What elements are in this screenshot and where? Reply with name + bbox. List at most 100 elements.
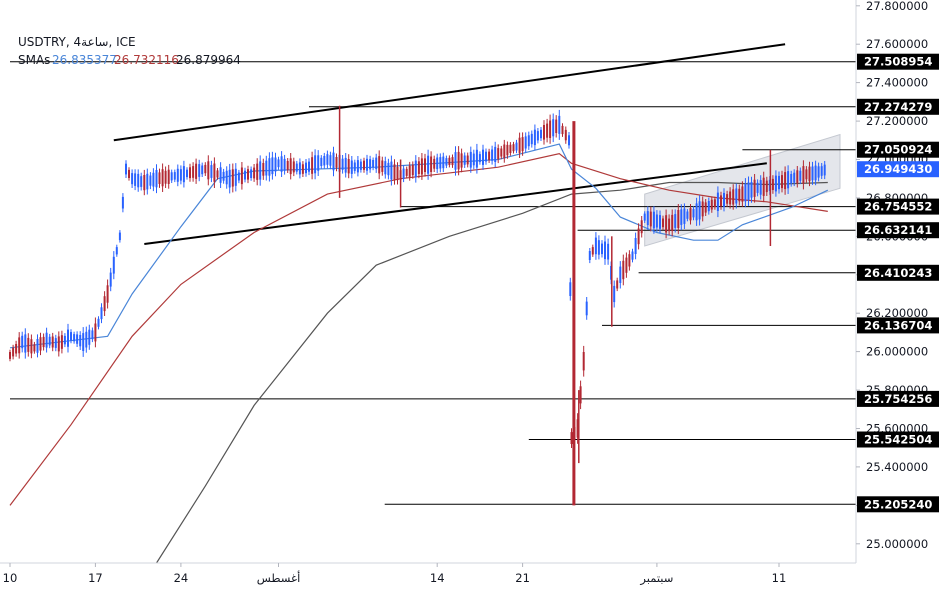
candle-body: [15, 344, 18, 354]
candle-body: [91, 330, 94, 340]
candle-body: [652, 211, 655, 229]
candle-body: [97, 318, 100, 327]
level-label-2: 27.050924: [864, 143, 932, 157]
candle-body: [222, 171, 225, 181]
candle-body: [247, 169, 249, 180]
candle-body: [283, 158, 286, 171]
candle-body: [723, 192, 725, 207]
horizontal-levels: [10, 61, 856, 505]
price-tick-label-14: 25.000000: [866, 537, 928, 551]
candle-body: [27, 337, 30, 352]
candle-body: [784, 172, 787, 190]
moving-averages: [9, 143, 829, 564]
level-label-bg-7: [857, 317, 939, 334]
candle-body: [271, 157, 274, 175]
candle-body: [350, 160, 353, 174]
candle-body: [604, 241, 606, 260]
candle-body: [192, 166, 195, 178]
candle-body: [405, 168, 408, 176]
candle-body: [689, 208, 692, 221]
candle-body: [207, 161, 210, 180]
candle-body: [305, 162, 307, 174]
candle-body: [320, 157, 323, 166]
candle-body: [594, 237, 597, 255]
candle-body: [189, 167, 191, 179]
candle-body: [665, 215, 668, 233]
candle-body: [323, 156, 326, 166]
level-label-10: 25.205240: [864, 497, 932, 511]
candle-body: [588, 251, 591, 260]
candle-body: [359, 161, 362, 170]
sma-fast-value: 26.835377: [52, 53, 117, 67]
level-label-bg-3: [857, 161, 939, 178]
candle-body: [781, 175, 783, 189]
trendline-0: [113, 43, 786, 142]
candle-body: [616, 280, 619, 289]
candle-body: [433, 158, 436, 169]
candle-body: [173, 172, 176, 180]
candle-body: [631, 251, 634, 260]
candle-body: [161, 169, 164, 187]
candle-body: [39, 337, 42, 351]
candle-body: [424, 158, 426, 172]
time-tick-label-2: 24: [174, 571, 189, 585]
level-label-bg-2: [857, 141, 939, 158]
level-label-6: 26.410243: [864, 266, 932, 280]
candle-body: [774, 175, 777, 192]
candle-body: [427, 155, 430, 174]
candle-body: [134, 173, 137, 186]
level-label-bg-6: [857, 264, 939, 281]
candle-body: [579, 386, 582, 404]
candle-body: [713, 199, 716, 208]
candle-body: [521, 137, 524, 152]
level-label-4: 26.754552: [864, 200, 932, 214]
candle-body: [417, 161, 420, 174]
candle-body: [686, 211, 689, 219]
candle-body: [115, 247, 118, 255]
candle-body: [341, 158, 344, 170]
candle-body: [21, 335, 24, 349]
price-tick-label-1: 27.600000: [866, 37, 928, 51]
candle-body: [88, 329, 91, 345]
candle-body: [253, 167, 256, 179]
candle-body: [564, 129, 567, 141]
price-series: [9, 105, 826, 506]
candle-body: [634, 238, 637, 254]
candle-body: [439, 157, 442, 169]
candle-body: [680, 209, 683, 225]
candle-body: [674, 214, 677, 228]
candle-body: [353, 162, 356, 171]
candle-body: [326, 154, 329, 165]
candle-body: [332, 152, 335, 171]
price-tick-label-2: 27.400000: [866, 76, 928, 90]
candle-body: [54, 338, 57, 348]
candle-body: [692, 209, 695, 218]
candle-body: [546, 123, 549, 138]
chart-legend: USDTRY, 4ساعة, ICE SMAs 26.835377 26.732…: [18, 35, 241, 67]
level-label-8: 25.754256: [864, 392, 932, 406]
time-axis[interactable]: 10 17 24 أغسطس 14 21 سبتمبر 11: [3, 563, 787, 586]
candle-body: [753, 179, 756, 197]
candle-body: [289, 158, 292, 175]
candle-body: [170, 172, 173, 181]
candle-body: [76, 334, 79, 344]
candle-body: [808, 166, 811, 182]
candle-body: [561, 125, 564, 135]
price-tick-label-0: 27.800000: [866, 0, 928, 13]
candle-body: [482, 149, 484, 165]
candle-body: [823, 164, 826, 176]
candle-body: [762, 177, 765, 196]
trendline-1: [144, 162, 767, 245]
candle-body: [82, 333, 85, 351]
level-label-3: 26.949430: [864, 162, 932, 176]
candle-body: [707, 201, 710, 212]
candle-body: [60, 335, 63, 349]
price-tick-label-3: 27.200000: [866, 114, 928, 128]
candle-body: [393, 164, 396, 180]
candle-body: [720, 195, 722, 207]
time-tick-label-1: 17: [88, 571, 103, 585]
candle-body: [24, 334, 27, 353]
